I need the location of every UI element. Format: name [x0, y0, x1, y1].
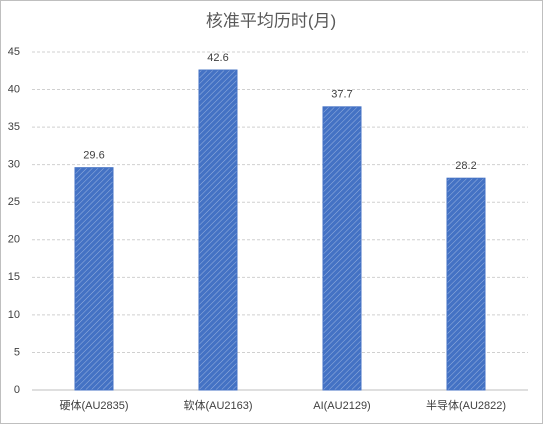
y-tick-label: 45	[8, 46, 20, 58]
y-tick-label: 40	[8, 83, 20, 95]
y-tick-label: 15	[8, 271, 20, 283]
bar	[446, 177, 486, 391]
y-tick-label: 30	[8, 159, 20, 171]
y-tick-label: 10	[8, 309, 20, 321]
data-label: 28.2	[455, 160, 476, 172]
y-tick-label: 5	[14, 346, 20, 358]
y-tick-label: 20	[8, 234, 20, 246]
data-label: 29.6	[83, 150, 104, 162]
bar	[198, 69, 238, 391]
data-label: 37.7	[331, 89, 352, 101]
y-tick-label: 0	[14, 384, 20, 396]
y-tick-label: 25	[8, 196, 20, 208]
data-label: 42.6	[207, 52, 228, 64]
x-tick-label: 软体(AU2163)	[183, 398, 252, 412]
chart-title: 核准平均历时(月)	[206, 11, 336, 30]
bar	[322, 106, 362, 391]
x-tick-label: AI(AU2129)	[313, 400, 370, 412]
x-tick-label: 半导体(AU2822)	[426, 398, 506, 412]
x-tick-label: 硬体(AU2835)	[59, 398, 128, 412]
bar	[74, 167, 114, 391]
y-tick-label: 35	[8, 121, 20, 133]
